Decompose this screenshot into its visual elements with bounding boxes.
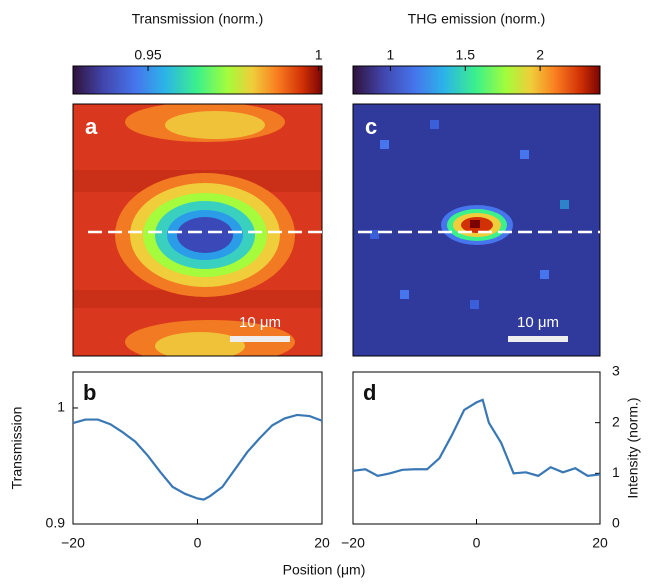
- colorbar-tick-label: 1: [315, 47, 323, 63]
- colorbar-label: Transmission (norm.): [132, 11, 264, 27]
- y-tick-label: 1: [612, 464, 620, 480]
- x-tick-label: 20: [592, 535, 608, 551]
- scalebar-label: 10 μm: [239, 314, 281, 331]
- x-tick-label: 0: [473, 535, 481, 551]
- y-axis-label: Intensity (norm.): [625, 397, 641, 498]
- heatmap-image: [73, 104, 322, 356]
- colorbar-tick-label: 0.95: [134, 47, 161, 63]
- panel-label: b: [83, 380, 96, 405]
- colorbar: [72, 65, 323, 95]
- scale-bar: [508, 336, 568, 342]
- heatmap-image: [353, 104, 600, 356]
- x-tick-label: −20: [61, 535, 85, 551]
- y-tick-label: 0: [612, 515, 620, 531]
- colorbar-label: THG emission (norm.): [408, 11, 546, 27]
- y-tick-label: 3: [612, 363, 620, 379]
- scalebar-label: 10 μm: [517, 314, 559, 331]
- data-line: [352, 398, 601, 478]
- data-line: [72, 413, 323, 501]
- panel-label: a: [85, 114, 98, 139]
- scale-bar: [230, 336, 290, 342]
- panel-label: c: [365, 114, 377, 139]
- frame: [72, 103, 323, 357]
- colorbar-tick-label: 2: [536, 47, 544, 63]
- frame: [72, 371, 323, 525]
- colorbar-tick-label: 1.5: [456, 47, 476, 63]
- frame: [352, 371, 601, 525]
- x-tick-label: 0: [194, 535, 202, 551]
- y-tick-label: 0.9: [46, 515, 66, 531]
- y-tick-label: 2: [612, 413, 620, 429]
- frame: [352, 103, 601, 357]
- y-tick-label: 1: [57, 399, 65, 415]
- x-axis-label: Position (μm): [283, 562, 366, 578]
- colorbar-tick-label: 1: [387, 47, 395, 63]
- panel-label: d: [363, 380, 376, 405]
- y-axis-label: Transmission: [9, 407, 25, 490]
- x-tick-label: −20: [341, 535, 365, 551]
- x-tick-label: 20: [314, 535, 330, 551]
- colorbar: [352, 65, 601, 95]
